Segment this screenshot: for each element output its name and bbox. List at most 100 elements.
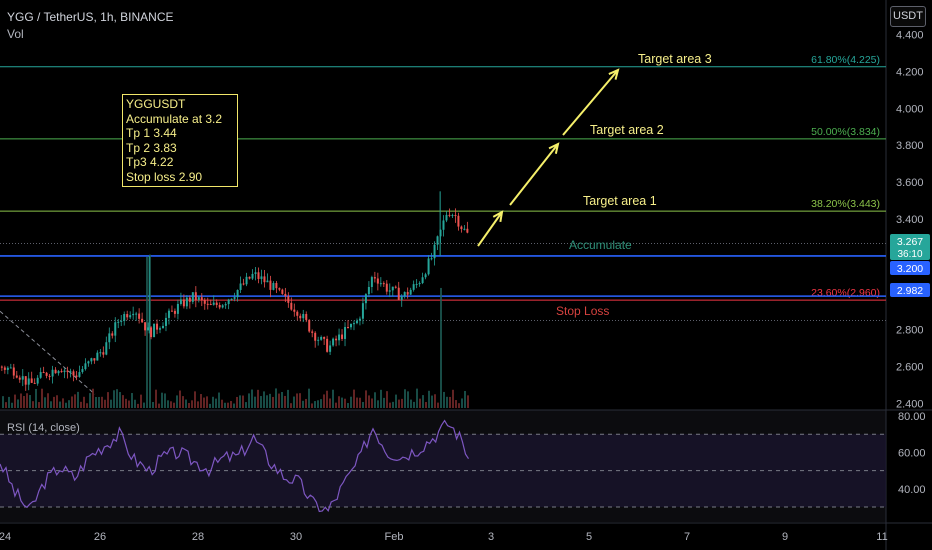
price-tick-label: 2.800 (896, 325, 924, 337)
volume-bar (50, 401, 52, 408)
target-arrow (509, 143, 559, 206)
rsi-tick-label: 60.00 (898, 447, 926, 459)
candle-body (266, 280, 269, 283)
candle-body (156, 323, 159, 330)
volume-bar (416, 388, 418, 408)
candle-body (376, 278, 379, 284)
volume-bar (245, 402, 247, 408)
candle-body (373, 277, 376, 279)
volume-label: Vol (7, 27, 24, 41)
volume-bar (338, 396, 340, 408)
volume-bar (425, 402, 427, 408)
candle-body (445, 214, 448, 221)
candle-body (418, 283, 421, 285)
candle-body (69, 371, 72, 373)
price-badge-countdown: 36:10 (897, 249, 922, 260)
candle-body (39, 372, 42, 378)
candle-body (424, 274, 427, 278)
volume-bar (362, 401, 364, 408)
candle-body (406, 292, 409, 295)
volume-bar (134, 399, 136, 408)
candle-body (42, 372, 45, 374)
candle-body (141, 318, 144, 323)
candle-body (84, 363, 87, 370)
volume-bar (158, 403, 160, 408)
candle-body (436, 236, 439, 245)
price-badge-value: 3.200 (897, 263, 923, 275)
volume-bar (38, 402, 40, 408)
candle-body (308, 319, 311, 332)
candle-body (415, 284, 418, 286)
candle-body (347, 327, 350, 329)
volume-bar (233, 403, 235, 408)
volume-bar (167, 400, 169, 408)
volume-bar (263, 391, 265, 408)
currency-button[interactable]: USDT (890, 6, 926, 27)
volume-bar (458, 403, 460, 408)
candle-body (382, 283, 385, 285)
rsi-line (0, 419, 470, 513)
candle-body (105, 342, 108, 355)
volume-bar (194, 391, 196, 408)
candle-body (338, 334, 341, 341)
volume-bar (326, 390, 328, 408)
candle-body (352, 323, 355, 325)
arrow-head (492, 210, 504, 223)
volume-bar (155, 389, 157, 408)
candle-body (245, 276, 248, 285)
price-tick-label: 4.400 (896, 30, 924, 42)
rsi-label: RSI (14, close) (7, 422, 80, 434)
candle-body (272, 283, 275, 290)
volume-bar (179, 390, 181, 408)
volume-bar (401, 398, 403, 408)
volume-bar (314, 401, 316, 408)
volume-bar (116, 389, 118, 408)
volume-bar (455, 400, 457, 408)
volume-bar (92, 388, 94, 408)
volume-bar (227, 402, 229, 408)
volume-bar (428, 390, 430, 408)
volume-bar (86, 403, 88, 408)
candle-body (138, 313, 141, 319)
trend-line (0, 310, 96, 395)
candle-body (135, 313, 138, 315)
candle-body (349, 323, 352, 328)
note-line: Tp 1 3.44 (126, 126, 177, 140)
volume-bar (161, 392, 163, 408)
time-tick-label: 28 (192, 531, 204, 543)
target-area-1-label: Target area 1 (583, 194, 657, 208)
candle-body (27, 378, 30, 385)
candle-body (57, 371, 60, 374)
candle-body (18, 377, 21, 380)
candle-body (388, 290, 391, 292)
candle-body (412, 284, 415, 290)
volume-bar (125, 398, 127, 408)
candle-body (188, 297, 191, 302)
trade-plan-note: YGGUSDT Accumulate at 3.2 Tp 1 3.44 Tp 2… (122, 94, 238, 187)
volume-bar (11, 402, 13, 408)
volume-bar (242, 395, 244, 408)
candle-body (320, 336, 323, 340)
volume-bar (221, 399, 223, 408)
volume-bar (377, 400, 379, 408)
volume-bar (341, 397, 343, 408)
candle-body (129, 315, 132, 318)
candle-body (96, 352, 99, 361)
candle-body (454, 215, 457, 217)
volume-bar (353, 389, 355, 408)
candle-body (355, 320, 358, 324)
volume-bar (431, 395, 433, 408)
candle-body (164, 317, 167, 326)
candle-body (227, 299, 230, 305)
candle-body (120, 320, 123, 322)
price-tick-label: 3.400 (896, 214, 924, 226)
candle-body (397, 287, 400, 300)
volume-bar (146, 256, 148, 408)
note-line: Stop loss 2.90 (126, 169, 203, 184)
volume-bar (122, 395, 124, 408)
volume-bar (206, 396, 208, 408)
candle-body (248, 276, 251, 279)
volume-bar (434, 394, 436, 408)
candle-body (63, 370, 66, 373)
